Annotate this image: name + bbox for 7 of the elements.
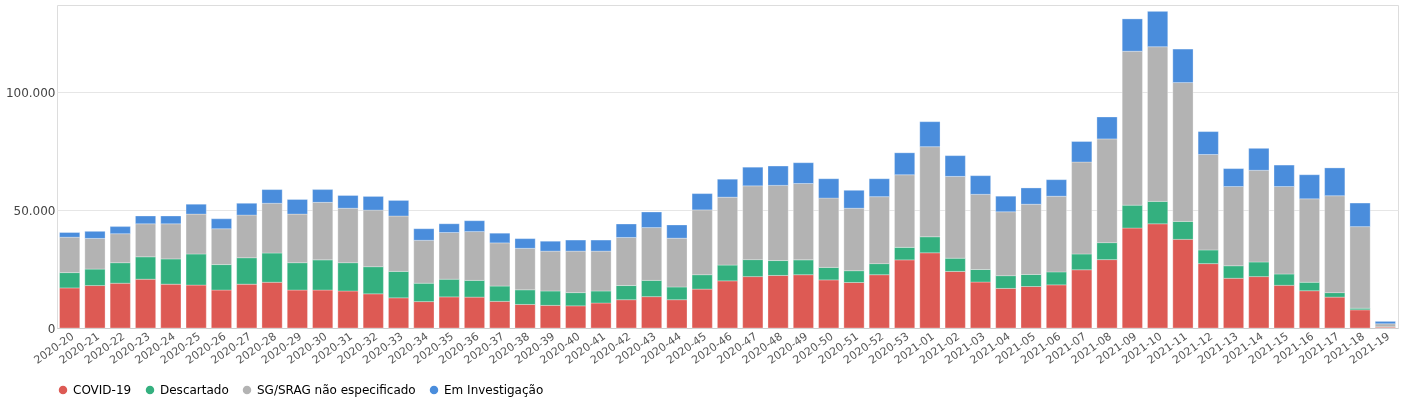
legend-label: Descartado: [160, 383, 229, 397]
y-tick-label: 50.000: [13, 203, 56, 218]
legend-label: COVID-19: [73, 383, 132, 397]
y-tick-label: 0: [47, 321, 56, 336]
legend-label: Em Investigação: [444, 383, 544, 397]
legend-label: SG/SRAG não especificado: [257, 383, 416, 397]
y-tick-label: 100.000: [5, 85, 56, 100]
